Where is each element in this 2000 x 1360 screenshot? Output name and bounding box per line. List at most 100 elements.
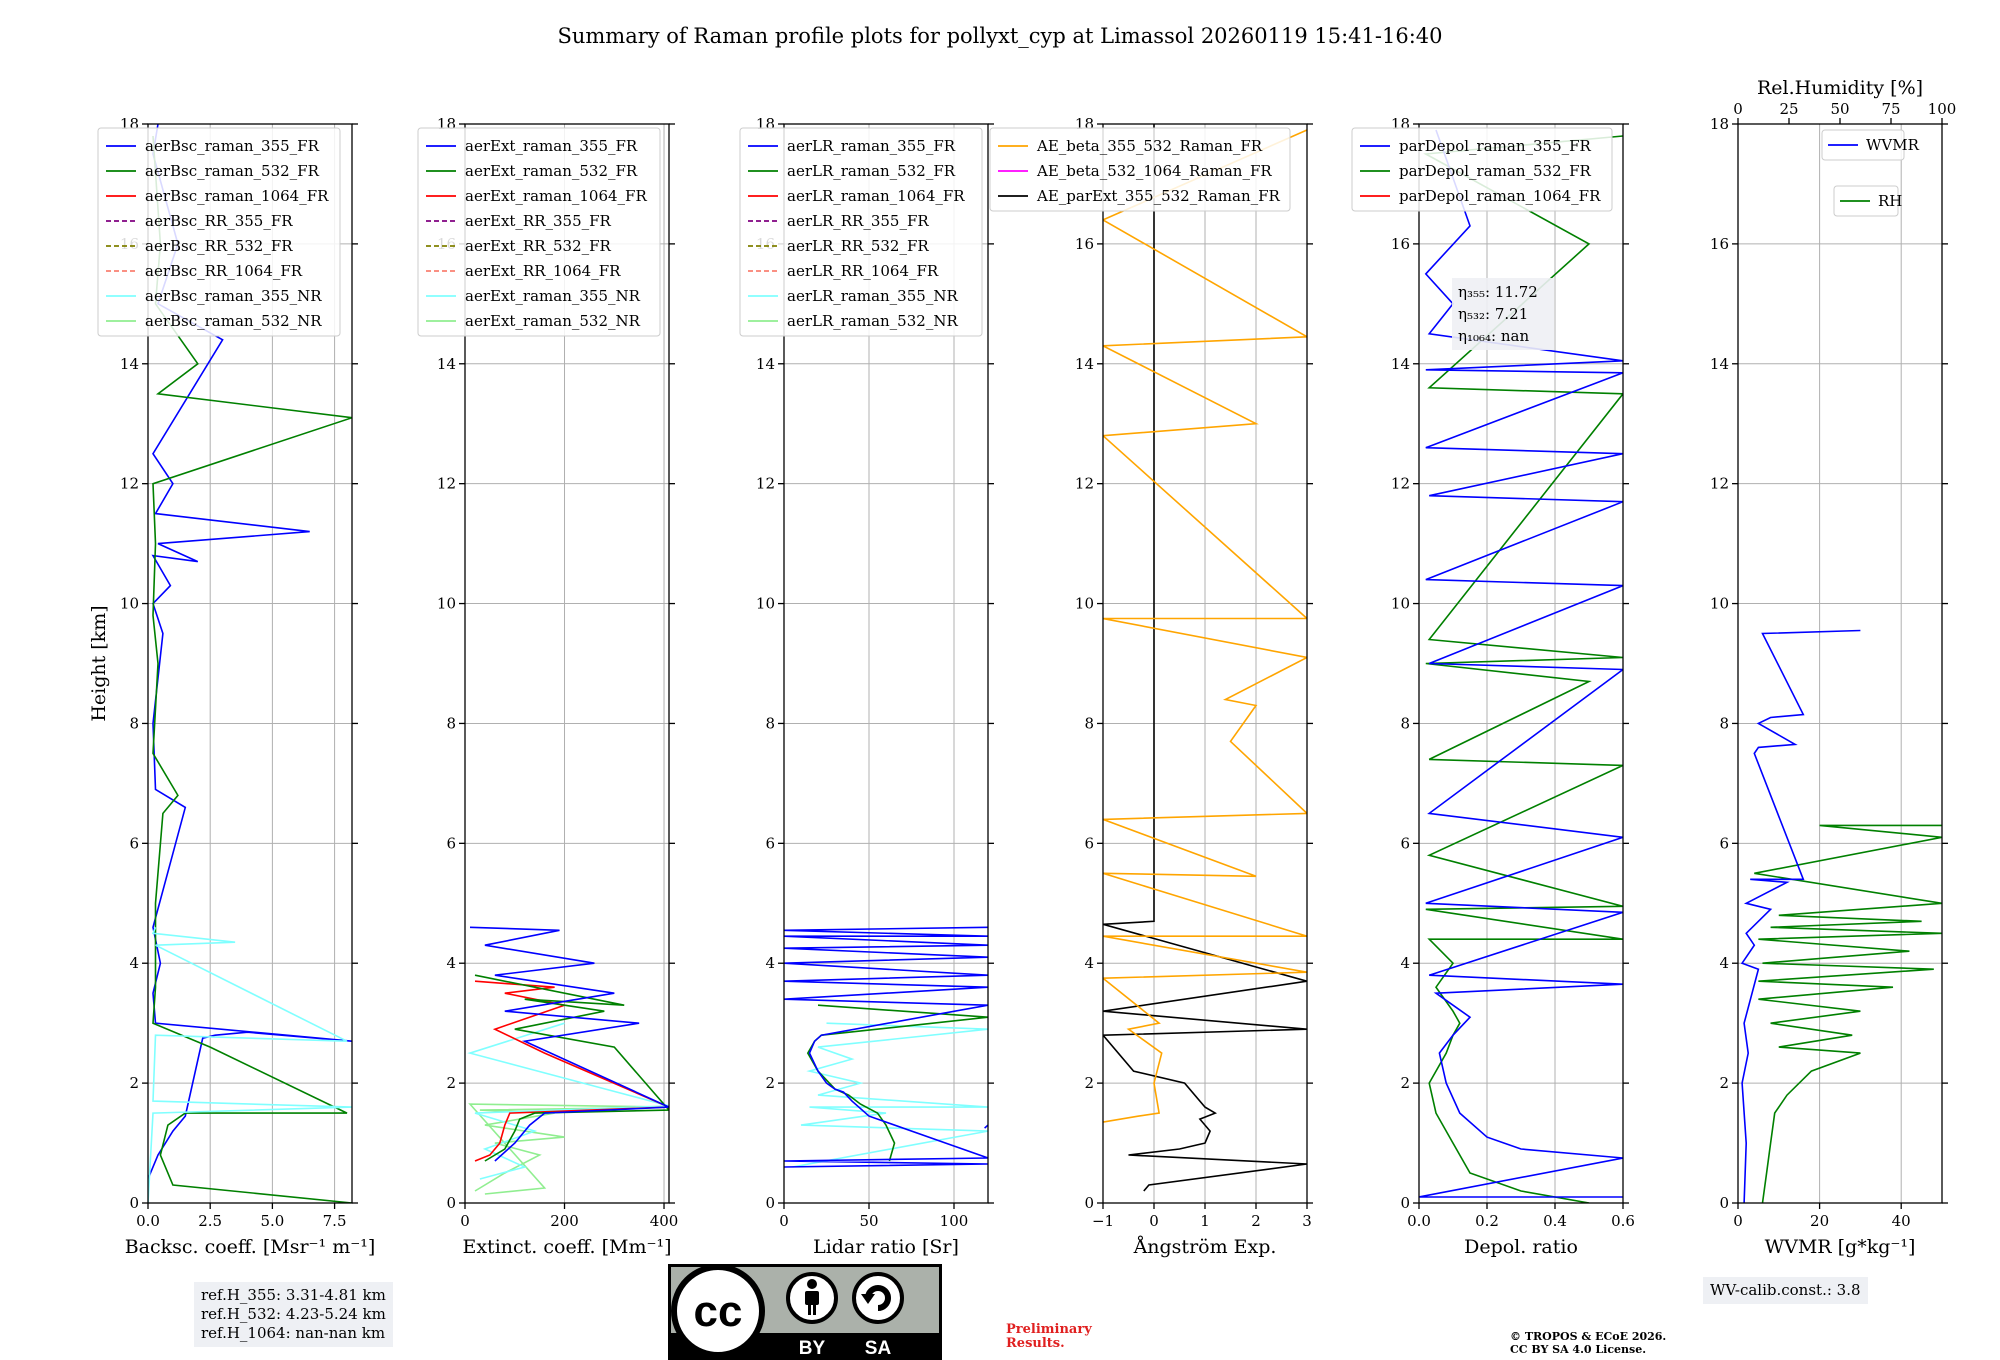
legend-label: aerBsc_raman_532_FR [145,162,320,180]
y-tick-label: 2 [1084,1074,1094,1092]
legend-label: aerLR_RR_1064_FR [787,262,939,280]
axes-frame [147,123,353,1204]
series-aerExt_raman_532_NR [468,1103,669,1195]
legend-label: aerLR_raman_532_FR [787,162,956,180]
top-x-tick-label: 25 [1779,100,1798,118]
y-tick-label: 6 [1084,834,1094,852]
y-tick-label: 2 [1400,1074,1410,1092]
y-tick-label: 12 [1075,475,1094,493]
preliminary-line-1: Preliminary [1006,1322,1092,1337]
y-tick-label: 2 [129,1074,139,1092]
top-x-tick-label: 50 [1830,100,1849,118]
x-tick-label: 1 [1200,1212,1210,1230]
y-tick-label: 6 [1400,834,1410,852]
y-tick-label: 10 [1710,595,1729,613]
y-tick-label: 6 [446,834,456,852]
cc-logo-icon [671,1264,765,1358]
x-tick-label: 20 [1810,1212,1829,1230]
legend-label: aerExt_raman_1064_FR [465,187,647,205]
series-aerExt_raman_532_FR [474,974,669,1162]
axes-frame [464,123,670,1204]
legend-label: aerBsc_raman_532_NR [145,312,322,330]
y-tick-label: 0 [1719,1194,1729,1212]
x-tick-label: 40 [1892,1212,1911,1230]
panel-lr: 024681012141618050100Lidar ratio [Sr]aer… [739,115,994,1258]
x-tick-label: 5.0 [260,1212,284,1230]
legend-label: aerExt_raman_532_FR [465,162,638,180]
y-tick-label: 0 [1084,1194,1094,1212]
legend-label: aerBsc_raman_355_NR [145,287,322,305]
series-aerExt_raman_355_FR [469,926,669,1162]
y-tick-label: 4 [129,954,139,972]
y-tick-label: 6 [129,834,139,852]
top-x-tick-label: 75 [1881,100,1900,118]
y-tick-label: 14 [1391,355,1410,373]
top-axis-label: Rel.Humidity [%] [1757,77,1923,99]
legend-label: parDepol_raman_532_FR [1399,162,1592,180]
legend-label: AE_beta_355_532_Raman_FR [1036,137,1263,155]
legend-lr: aerLR_raman_355_FR aerLR_raman_532_FR aerL… [739,127,983,337]
legend-ae: AE_beta_355_532_Raman_FR AE_beta_532_1064… [989,127,1291,212]
series-AE_parExt_355_532_Raman_FR [1103,124,1307,1192]
y-tick-label: 12 [437,475,456,493]
y-tick-label: 10 [120,595,139,613]
x-tick-label: 200 [550,1212,579,1230]
series-AE_beta_355_532_Raman_FR [1103,129,1307,1123]
legend-box [739,127,983,337]
y-tick-label: 4 [1400,954,1410,972]
y-tick-label: 16 [1710,235,1729,253]
legend-label: AE_parExt_355_532_Raman_FR [1036,187,1281,205]
y-tick-label: 2 [1719,1074,1729,1092]
y-tick-label: 14 [1075,355,1094,373]
y-tick-label: 0 [1400,1194,1410,1212]
legend-label: aerBsc_raman_1064_FR [145,187,329,205]
legend-label: aerBsc_RR_1064_FR [145,262,303,280]
x-axis-label: Extinct. coeff. [Mm⁻¹] [462,1236,671,1258]
x-tick-label: 0 [460,1212,470,1230]
legend-label: aerLR_raman_1064_FR [787,187,965,205]
x-tick-label: 2 [1251,1212,1261,1230]
legend-label: aerLR_RR_532_FR [787,237,929,255]
legend-label: aerBsc_raman_355_FR [145,137,320,155]
y-tick-label: 2 [446,1074,456,1092]
top-x-tick-label: 0 [1733,100,1743,118]
cc-logo-text: cc [694,1287,743,1336]
preliminary-results-note: Preliminary Results. [1006,1323,1092,1351]
x-tick-label: 0.4 [1543,1212,1567,1230]
series-aerBsc_raman_355_NR [148,926,352,1203]
legend-label: parDepol_raman_1064_FR [1399,187,1601,205]
series-aerBsc_raman_532_FR [152,135,352,1203]
series-aerLR_raman_355_NR [792,1022,988,1168]
axes-frame [1418,123,1624,1204]
cc-license-badge: cc BY SA [668,1264,942,1360]
axes-frame [1737,123,1943,1204]
y-tick-label: 12 [1391,475,1410,493]
legend-label: AE_beta_532_1064_Raman_FR [1036,162,1272,180]
eta-1064-text: η₁₀₆₄: nan [1458,327,1529,345]
y-tick-label: 8 [1400,714,1410,732]
y-tick-label: 12 [120,475,139,493]
y-tick-label: 8 [129,714,139,732]
copyright-line-1: © TROPOS & ECoE 2026. [1510,1330,1667,1343]
reference-height-box: ref.H_355: 3.31-4.81 km ref.H_532: 4.23-… [194,1282,393,1347]
y-tick-label: 8 [1084,714,1094,732]
top-x-tick-label: 100 [1928,100,1957,118]
legend-label: aerLR_raman_532_NR [787,312,958,330]
y-tick-label: 0 [129,1194,139,1212]
y-tick-label: 18 [1710,115,1729,133]
legend-box [1351,127,1613,212]
series-aerExt_raman_355_NR [467,1022,669,1180]
panel-ext: 0246810121416180200400Extinct. coeff. [M… [417,115,678,1258]
y-tick-label: 4 [446,954,456,972]
legend-box [1821,129,1905,161]
by-label: BY [799,1338,826,1359]
legend-label: WVMR [1866,136,1920,154]
x-tick-label: 0.2 [1475,1212,1499,1230]
x-tick-label: −1 [1092,1212,1114,1230]
eta-355-text: η₃₅₅: 11.72 [1458,283,1538,301]
copyright-line-2: CC BY SA 4.0 License. [1510,1343,1647,1356]
